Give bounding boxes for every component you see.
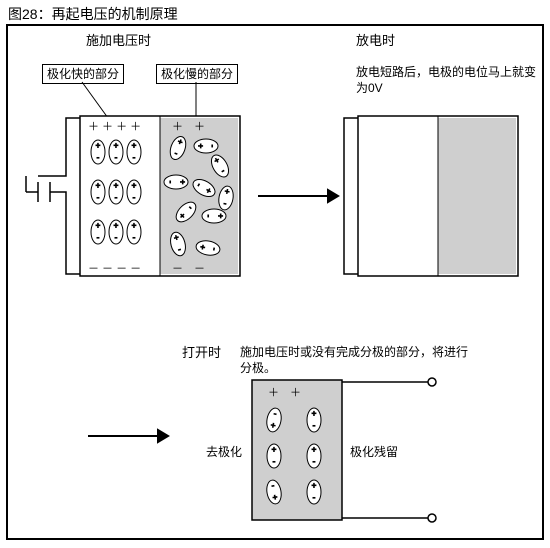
svg-text:-: - [133,233,136,242]
arrow-right-2 [88,430,168,442]
svg-text:-: - [204,215,213,218]
svg-text:+: + [114,181,119,190]
svg-text:+: + [196,144,205,149]
svg-text:+: + [96,221,101,230]
svg-text:+: + [312,445,317,454]
svg-text:+: + [312,409,317,418]
svg-text:-: - [97,233,100,242]
svg-text:+: + [96,181,101,190]
svg-text:-: - [313,421,316,430]
arrow-right-1 [258,190,338,202]
capacitor-symbol [26,118,80,274]
open-note: 施加电压时或没有完成分极的部分，将进行分极。 [240,344,470,376]
svg-text:-: - [313,493,316,502]
svg-text:-: - [133,153,136,162]
discharge-slow-region [438,118,516,274]
open-box [252,380,342,520]
svg-text:-: - [97,153,100,162]
right-label: 极化残留 [350,444,398,460]
svg-text:+: + [272,445,277,454]
discharge-heading: 放电时 [356,32,395,50]
diagram-svg: ＋ ＋ ＋ ＋ ＋ ＋ － － － － － － +- +- +- [8,26,546,542]
svg-text:-: - [313,457,316,466]
svg-text:+: + [132,181,137,190]
svg-text:－ －: － － [172,263,205,275]
svg-text:-: - [115,193,118,202]
svg-text:-: - [133,193,136,202]
left-label: 去极化 [206,444,242,460]
main-frame: 施加电压时 极化快的部分 极化慢的部分 ＋ ＋ ＋ ＋ ＋ ＋ － － － － … [6,24,544,540]
svg-text:-: - [166,181,175,184]
svg-text:-: - [97,193,100,202]
svg-text:＋ ＋: ＋ ＋ [268,387,301,399]
svg-text:-: - [208,145,217,148]
svg-text:＋ ＋: ＋ ＋ [172,121,205,133]
figure-title: 图28：再起电压的机制原理 [8,4,178,24]
minus-row: － － － － [88,263,141,275]
svg-text:+: + [114,221,119,230]
svg-text:+: + [114,141,119,150]
svg-text:+: + [132,221,137,230]
page: 图28：再起电压的机制原理 施加电压时 极化快的部分 极化慢的部分 ＋ ＋ ＋ … [0,0,550,548]
short-circuit-wire [344,118,358,274]
svg-text:+: + [132,141,137,150]
svg-text:+: + [216,214,225,219]
svg-text:+: + [178,180,187,185]
svg-text:+: + [312,481,317,490]
fast-dipoles: + - + - + - + - + - + - + - + - + - [91,140,141,244]
plus-row: ＋ ＋ ＋ ＋ [88,121,141,133]
svg-text:-: - [273,457,276,466]
svg-text:-: - [115,233,118,242]
open-heading: 打开时 [182,344,221,362]
svg-text:+: + [96,141,101,150]
svg-text:-: - [115,153,118,162]
discharge-note: 放电短路后，电极的电位马上就变为0V [356,64,536,96]
